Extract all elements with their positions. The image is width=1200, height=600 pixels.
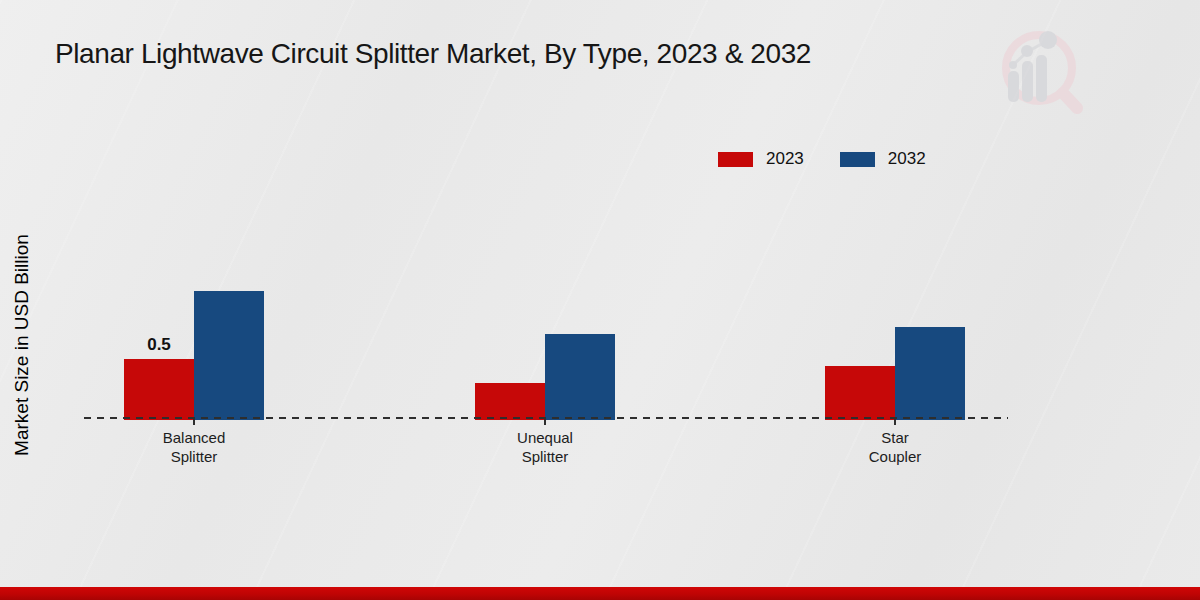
plot-area: 0.5 [0,0,1200,600]
category-label-balanced-splitter: Balanced Splitter [159,428,229,466]
bar-value-label: 0.5 [124,335,194,355]
bar-2032-star-coupler [895,327,965,420]
category-label-unequal-splitter: Unequal Splitter [510,428,580,466]
bar-2032-unequal-splitter [545,334,615,420]
x-axis-baseline [84,417,1008,419]
category-label-star-coupler: Star Coupler [860,428,930,466]
bar-2023-balanced-splitter [124,359,194,420]
bar-2023-star-coupler [825,366,895,420]
bottom-red-strip [0,587,1200,600]
x-axis-tick [894,419,896,425]
x-axis-tick [193,419,195,425]
bar-2023-unequal-splitter [475,383,545,420]
bar-2032-balanced-splitter [194,291,264,420]
x-axis-tick [544,419,546,425]
